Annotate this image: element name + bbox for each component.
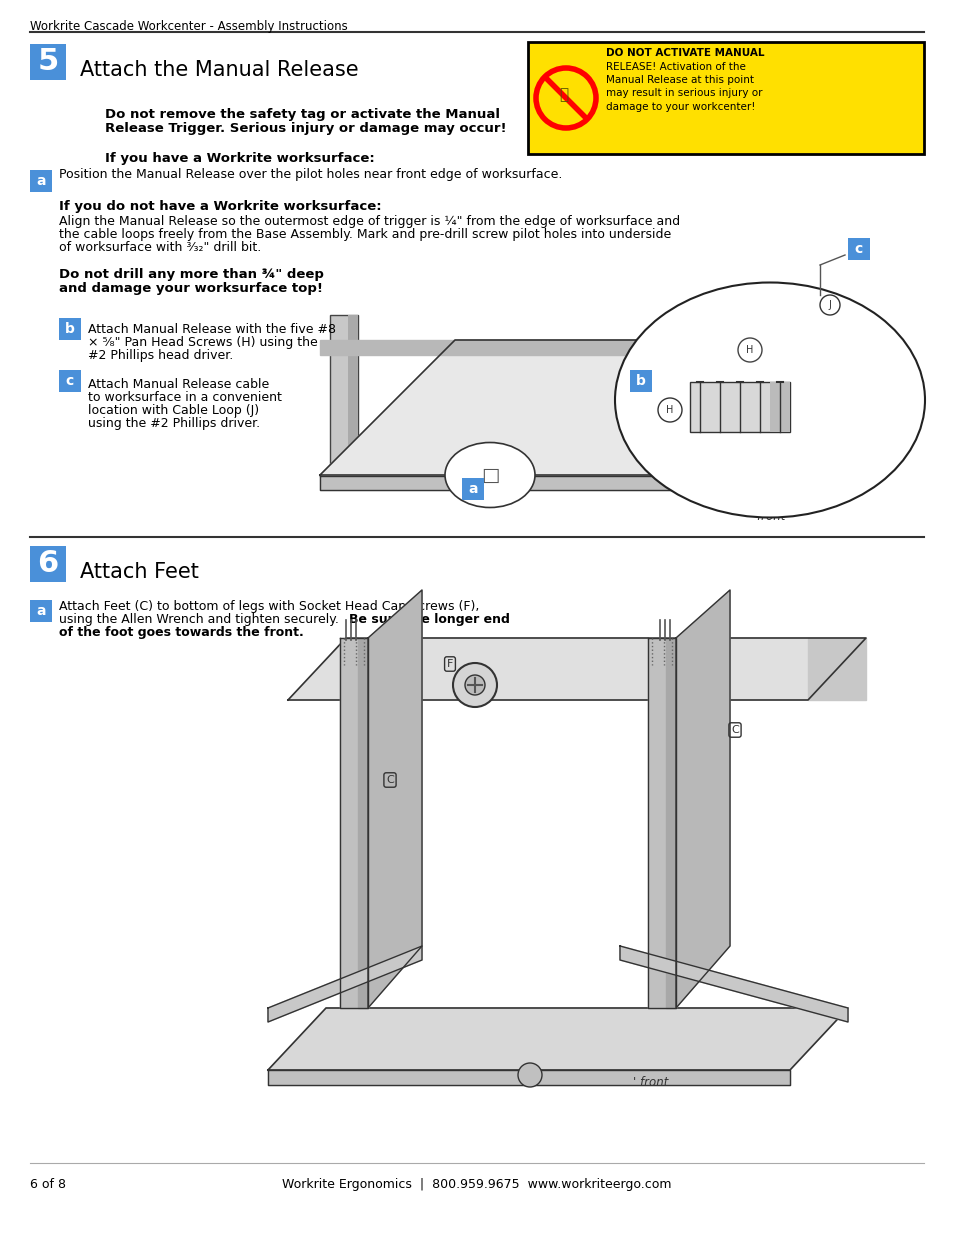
Polygon shape — [619, 946, 847, 1023]
Circle shape — [534, 65, 598, 130]
Text: Position the Manual Release over the pilot holes near front edge of worksurface.: Position the Manual Release over the pil… — [59, 168, 561, 182]
Polygon shape — [665, 638, 676, 1008]
Polygon shape — [319, 340, 734, 354]
Text: ' front: ' front — [633, 1076, 668, 1089]
Text: to worksurface in a convenient: to worksurface in a convenient — [88, 391, 281, 404]
Text: ' front: ' front — [749, 510, 784, 522]
Polygon shape — [339, 638, 368, 1008]
Text: □: □ — [480, 466, 498, 484]
FancyBboxPatch shape — [348, 315, 357, 466]
Polygon shape — [319, 340, 869, 475]
Text: using the Allen Wrench and tighten securely.: using the Allen Wrench and tighten secur… — [59, 613, 342, 626]
Ellipse shape — [444, 442, 535, 508]
Text: of the foot goes towards the front.: of the foot goes towards the front. — [59, 626, 303, 638]
Text: RELEASE! Activation of the: RELEASE! Activation of the — [605, 62, 745, 72]
Text: Attach Manual Release with the five #8: Attach Manual Release with the five #8 — [88, 324, 335, 336]
FancyBboxPatch shape — [330, 315, 357, 466]
FancyBboxPatch shape — [30, 44, 66, 80]
Text: 6: 6 — [37, 550, 58, 578]
Text: Attach Manual Release cable: Attach Manual Release cable — [88, 378, 269, 391]
FancyBboxPatch shape — [847, 238, 869, 261]
Polygon shape — [357, 638, 368, 1008]
Polygon shape — [676, 590, 729, 1008]
Circle shape — [453, 663, 497, 706]
Text: × ⁵⁄₈" Pan Head Screws (H) using the: × ⁵⁄₈" Pan Head Screws (H) using the — [88, 336, 317, 350]
Text: Do not drill any more than ¾" deep: Do not drill any more than ¾" deep — [59, 268, 323, 282]
Text: Release Trigger. Serious injury or damage may occur!: Release Trigger. Serious injury or damag… — [105, 122, 506, 135]
Polygon shape — [319, 475, 734, 490]
FancyBboxPatch shape — [30, 600, 52, 622]
Text: Attach the Manual Release: Attach the Manual Release — [80, 61, 358, 80]
Text: a: a — [36, 604, 46, 618]
Text: H: H — [665, 405, 673, 415]
Text: #2 Phillips head driver.: #2 Phillips head driver. — [88, 350, 233, 362]
Text: 6 of 8: 6 of 8 — [30, 1178, 66, 1191]
Text: Manual Release at this point: Manual Release at this point — [605, 75, 753, 85]
Polygon shape — [734, 340, 869, 475]
Text: c: c — [854, 242, 862, 256]
Polygon shape — [268, 1070, 789, 1086]
Text: b: b — [636, 374, 645, 388]
Text: F: F — [446, 659, 453, 669]
FancyBboxPatch shape — [30, 546, 66, 582]
Text: c: c — [66, 374, 74, 388]
Text: and damage your worksurface top!: and damage your worksurface top! — [59, 282, 323, 295]
Polygon shape — [807, 638, 865, 700]
Text: may result in serious injury or: may result in serious injury or — [605, 89, 761, 99]
FancyBboxPatch shape — [689, 382, 789, 432]
Text: If you do not have a Workrite worksurface:: If you do not have a Workrite worksurfac… — [59, 200, 381, 212]
Circle shape — [464, 676, 484, 695]
FancyBboxPatch shape — [30, 170, 52, 191]
Text: b: b — [65, 322, 75, 336]
Text: J: J — [828, 300, 831, 310]
Text: H: H — [745, 345, 753, 354]
Text: a: a — [36, 174, 46, 188]
Ellipse shape — [615, 283, 924, 517]
Text: Attach Feet: Attach Feet — [80, 562, 198, 582]
Text: DO NOT ACTIVATE MANUAL: DO NOT ACTIVATE MANUAL — [605, 48, 763, 58]
FancyBboxPatch shape — [461, 478, 483, 500]
Text: a: a — [468, 482, 477, 496]
Text: Attach Feet (C) to bottom of legs with Socket Head Cap Screws (F),: Attach Feet (C) to bottom of legs with S… — [59, 600, 478, 613]
Text: using the #2 Phillips driver.: using the #2 Phillips driver. — [88, 417, 260, 430]
Polygon shape — [288, 638, 865, 700]
FancyBboxPatch shape — [527, 42, 923, 154]
Text: the cable loops freely from the Base Assembly. Mark and pre-drill screw pilot ho: the cable loops freely from the Base Ass… — [59, 228, 671, 241]
FancyBboxPatch shape — [769, 382, 789, 432]
Text: C: C — [730, 725, 739, 735]
Polygon shape — [368, 590, 421, 1008]
Text: of worksurface with ³⁄₃₂" drill bit.: of worksurface with ³⁄₃₂" drill bit. — [59, 241, 261, 254]
Text: location with Cable Loop (J): location with Cable Loop (J) — [88, 404, 259, 417]
Text: Workrite Ergonomics  |  800.959.9675  www.workriteergo.com: Workrite Ergonomics | 800.959.9675 www.w… — [282, 1178, 671, 1191]
Text: Align the Manual Release so the outermost edge of trigger is ¼" from the edge of: Align the Manual Release so the outermos… — [59, 215, 679, 228]
Text: Workrite Cascade Workcenter - Assembly Instructions: Workrite Cascade Workcenter - Assembly I… — [30, 20, 348, 33]
Text: Be sure the longer end: Be sure the longer end — [349, 613, 509, 626]
Text: 5: 5 — [37, 47, 58, 77]
FancyBboxPatch shape — [629, 370, 651, 391]
Text: ✋: ✋ — [558, 88, 568, 103]
Polygon shape — [268, 946, 421, 1023]
Text: Do not remove the safety tag or activate the Manual: Do not remove the safety tag or activate… — [105, 107, 499, 121]
Text: C: C — [386, 776, 394, 785]
Text: damage to your workcenter!: damage to your workcenter! — [605, 103, 755, 112]
FancyBboxPatch shape — [59, 317, 81, 340]
Polygon shape — [268, 1008, 847, 1070]
FancyBboxPatch shape — [59, 370, 81, 391]
Circle shape — [517, 1063, 541, 1087]
Polygon shape — [647, 638, 676, 1008]
Text: If you have a Workrite worksurface:: If you have a Workrite worksurface: — [105, 152, 375, 165]
